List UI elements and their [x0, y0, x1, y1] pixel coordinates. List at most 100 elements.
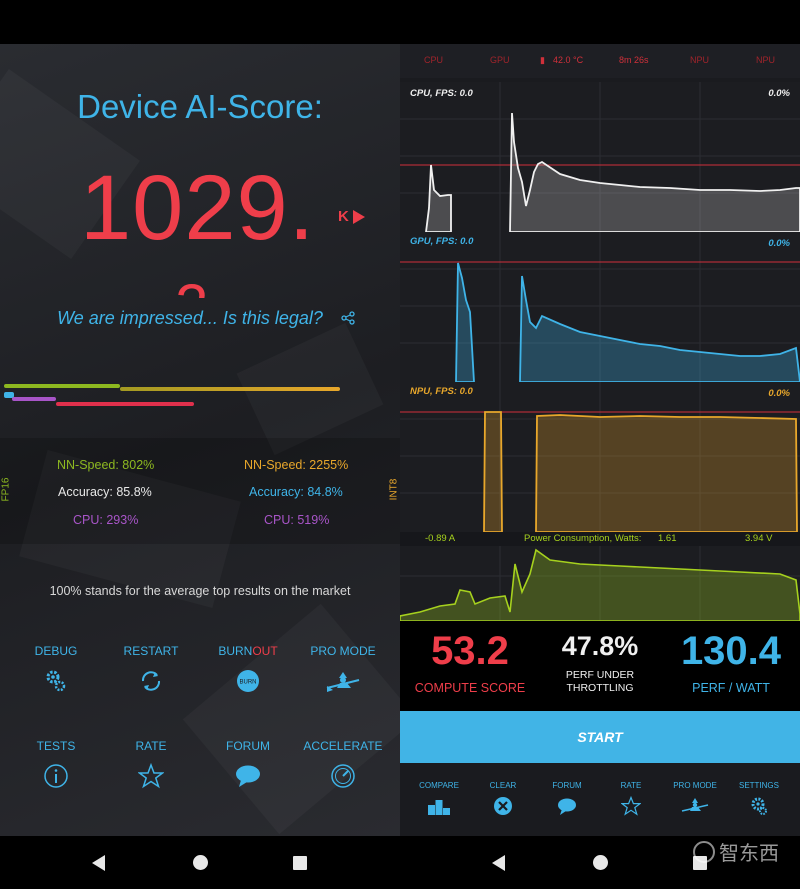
compute-score-value: 53.2 — [431, 629, 509, 673]
star-icon — [137, 762, 165, 789]
npu-chart-label: NPU, FPS: 0.0 — [410, 386, 473, 397]
rate-button[interactable]: RATE — [101, 739, 201, 794]
chat-icon — [558, 798, 576, 815]
back-button-2[interactable] — [478, 836, 518, 889]
svg-text:智东西: 智东西 — [719, 841, 779, 865]
forum-button-bottom[interactable]: FORUM — [534, 781, 600, 821]
cpu-chart: CPU, FPS: 0.0 0.0% — [400, 82, 800, 232]
power-header — [400, 532, 800, 546]
header-temp: 42.0 °C — [553, 55, 584, 65]
fp16-label: FP16 — [0, 477, 12, 502]
pro-mode-button[interactable]: PRO MODE — [293, 644, 393, 699]
npu-chart-pct: 0.0% — [768, 388, 790, 399]
info-icon — [44, 764, 68, 788]
compare-button[interactable]: COMPARE — [406, 781, 472, 821]
power-current: -0.89 A — [425, 533, 456, 544]
metrics-panel: 53.2 COMPUTE SCORE 47.8% PERF UNDER THRO… — [400, 621, 800, 711]
home-button-2[interactable] — [580, 836, 620, 889]
fp16-accuracy: Accuracy: 85.8% — [58, 485, 152, 499]
int8-label: INT8 — [388, 478, 400, 501]
int8-cpu: CPU: 519% — [264, 513, 330, 527]
burnout-label-b: OUT — [252, 644, 278, 658]
tagline: We are impressed... Is this legal? — [0, 308, 400, 329]
restart-button[interactable]: RESTART — [101, 644, 201, 699]
accelerate-button[interactable]: ACCELERATE — [293, 739, 393, 794]
int8-nn-speed: NN-Speed: 2255% — [244, 458, 349, 472]
clear-icon — [494, 797, 512, 815]
restart-label: RESTART — [123, 644, 179, 658]
podium-icon — [428, 800, 450, 815]
tests-button[interactable]: TESTS — [6, 739, 106, 794]
refresh-icon — [141, 671, 161, 691]
forum-label-bottom: FORUM — [552, 781, 582, 790]
fp16-nn-speed: NN-Speed: 802% — [57, 458, 155, 472]
home-icon — [592, 855, 608, 870]
watermark-logo: 智东西 — [693, 841, 779, 865]
recents-icon — [293, 855, 307, 870]
header-gpu: GPU — [490, 55, 510, 65]
power-title: Power Consumption, Watts: — [524, 533, 642, 544]
navigation-bar — [0, 836, 800, 889]
chat-icon — [236, 765, 260, 787]
perf-watt-label: PERF / WATT — [692, 681, 770, 695]
clear-button[interactable]: CLEAR — [470, 781, 536, 821]
gear-icon — [751, 797, 767, 815]
npu-chart: NPU, FPS: 0.0 0.0% — [400, 382, 800, 532]
gpu-chart-pct: 0.0% — [768, 238, 790, 249]
burn-icon: BURN — [237, 670, 259, 692]
progress-bar-orange — [120, 387, 340, 391]
cpu-chart-pct: 0.0% — [768, 88, 790, 99]
burnout-label-a: BURN — [218, 644, 253, 658]
ai-score-overflow: 2 — [175, 282, 221, 298]
share-icon[interactable] — [341, 311, 355, 325]
recents-button[interactable] — [280, 836, 320, 889]
forum-button[interactable]: FORUM — [198, 739, 298, 794]
power-volts: 3.94 V — [745, 533, 773, 544]
clear-label: CLEAR — [489, 781, 517, 790]
background-shard — [183, 604, 400, 835]
pro-mode-label: PRO MODE — [310, 644, 376, 658]
header-cpu: CPU — [424, 55, 444, 65]
settings-label: SETTINGS — [738, 781, 779, 790]
play-icon — [352, 209, 365, 224]
fp16-cpu: CPU: 293% — [73, 513, 139, 527]
start-button[interactable]: START — [400, 711, 800, 763]
rate-label-bottom: RATE — [620, 781, 642, 790]
home-button[interactable] — [180, 836, 220, 889]
ai-score-panel: Device AI-Score: 1029. 2 K We are impres… — [0, 44, 400, 836]
npu-graph — [400, 382, 800, 532]
compute-score-label: COMPUTE SCORE — [414, 681, 526, 695]
witch-icon — [326, 672, 360, 692]
back-button[interactable] — [78, 836, 118, 889]
debug-button[interactable]: DEBUG — [6, 644, 106, 699]
cpu-chart-label: CPU, FPS: 0.0 — [410, 88, 473, 99]
svg-text:BURN: BURN — [239, 680, 256, 686]
gears-icon — [46, 670, 66, 692]
gauge-icon — [331, 764, 355, 788]
settings-button[interactable]: SETTINGS — [726, 781, 792, 821]
battery-icon: ▮ — [540, 55, 545, 65]
market-note: 100% stands for the average top results … — [49, 584, 351, 598]
power-graph — [400, 532, 800, 621]
int8-accuracy: Accuracy: 84.8% — [249, 485, 343, 499]
header-npu-2: NPU — [756, 55, 776, 65]
home-icon — [192, 855, 208, 870]
progress-bar-red — [56, 402, 194, 406]
progress-bar-blue — [4, 392, 14, 398]
cpu-graph — [400, 82, 800, 232]
back-icon — [491, 854, 505, 871]
burnout-button[interactable]: BURNOUT BURN — [198, 644, 298, 699]
throttle-value: 47.8% — [561, 631, 639, 661]
progress-bar-green — [4, 384, 120, 388]
k-label: K — [338, 208, 349, 225]
forum-label: FORUM — [226, 739, 270, 753]
back-icon — [91, 854, 105, 871]
pro-mode-button-bottom[interactable]: PRO MODE — [662, 781, 728, 821]
witch-icon — [681, 798, 709, 812]
k-toggle-button[interactable]: K — [338, 208, 365, 225]
rate-button-bottom[interactable]: RATE — [598, 781, 664, 821]
throttle-label-2: THROTTLING — [566, 682, 634, 694]
ai-score-value: 1029. — [80, 157, 316, 259]
accelerate-label: ACCELERATE — [303, 739, 383, 753]
